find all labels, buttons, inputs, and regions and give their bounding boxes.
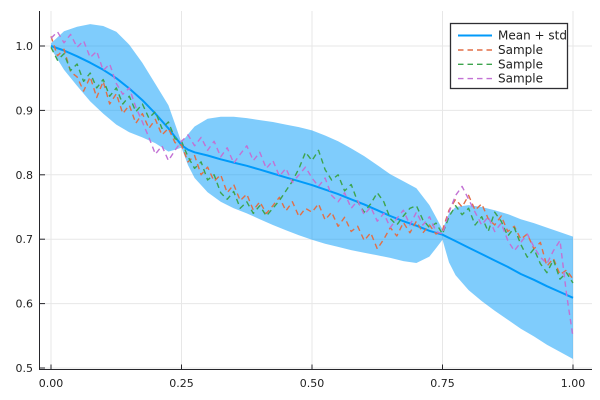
legend-label: Sample <box>498 43 543 57</box>
y-tick-label: 1.0 <box>16 40 34 53</box>
x-tick-label: 0.00 <box>39 377 64 390</box>
y-tick-label: 0.6 <box>16 298 34 311</box>
y-tick-label: 0.8 <box>16 169 34 182</box>
legend: Mean + std Sample Sample Sample <box>449 22 569 90</box>
legend-label: Sample <box>498 72 543 86</box>
sample-line-2 <box>50 46 574 284</box>
axes <box>39 11 592 370</box>
sample-line-3 <box>50 31 574 338</box>
sample-line-1 <box>50 36 574 280</box>
legend-entry-sample-3: Sample <box>458 72 543 86</box>
x-tick-label: 0.25 <box>169 377 194 390</box>
y-tick-label: 0.9 <box>16 104 34 117</box>
x-axis-tick-labels: 0.00 0.25 0.50 0.75 1.00 <box>39 377 586 390</box>
legend-entry-sample-2: Sample <box>458 57 543 71</box>
axis-spines <box>39 11 592 370</box>
y-axis-tick-labels: 0.5 0.6 0.7 0.8 0.9 1.0 <box>16 40 34 375</box>
x-tick-label: 0.50 <box>300 377 325 390</box>
std-band <box>51 24 573 359</box>
std-ribbon <box>51 24 573 359</box>
legend-label: Sample <box>498 57 543 71</box>
legend-box <box>449 22 569 90</box>
y-tick-label: 0.7 <box>16 233 34 246</box>
x-tick-label: 1.00 <box>561 377 586 390</box>
x-tick-label: 0.75 <box>430 377 455 390</box>
series-lines <box>50 31 574 338</box>
legend-label: Mean + std <box>498 29 567 43</box>
mean-line <box>50 45 574 299</box>
legend-entry-mean: Mean + std <box>458 29 567 43</box>
legend-entry-sample-1: Sample <box>458 43 543 57</box>
y-tick-label: 0.5 <box>16 362 34 375</box>
